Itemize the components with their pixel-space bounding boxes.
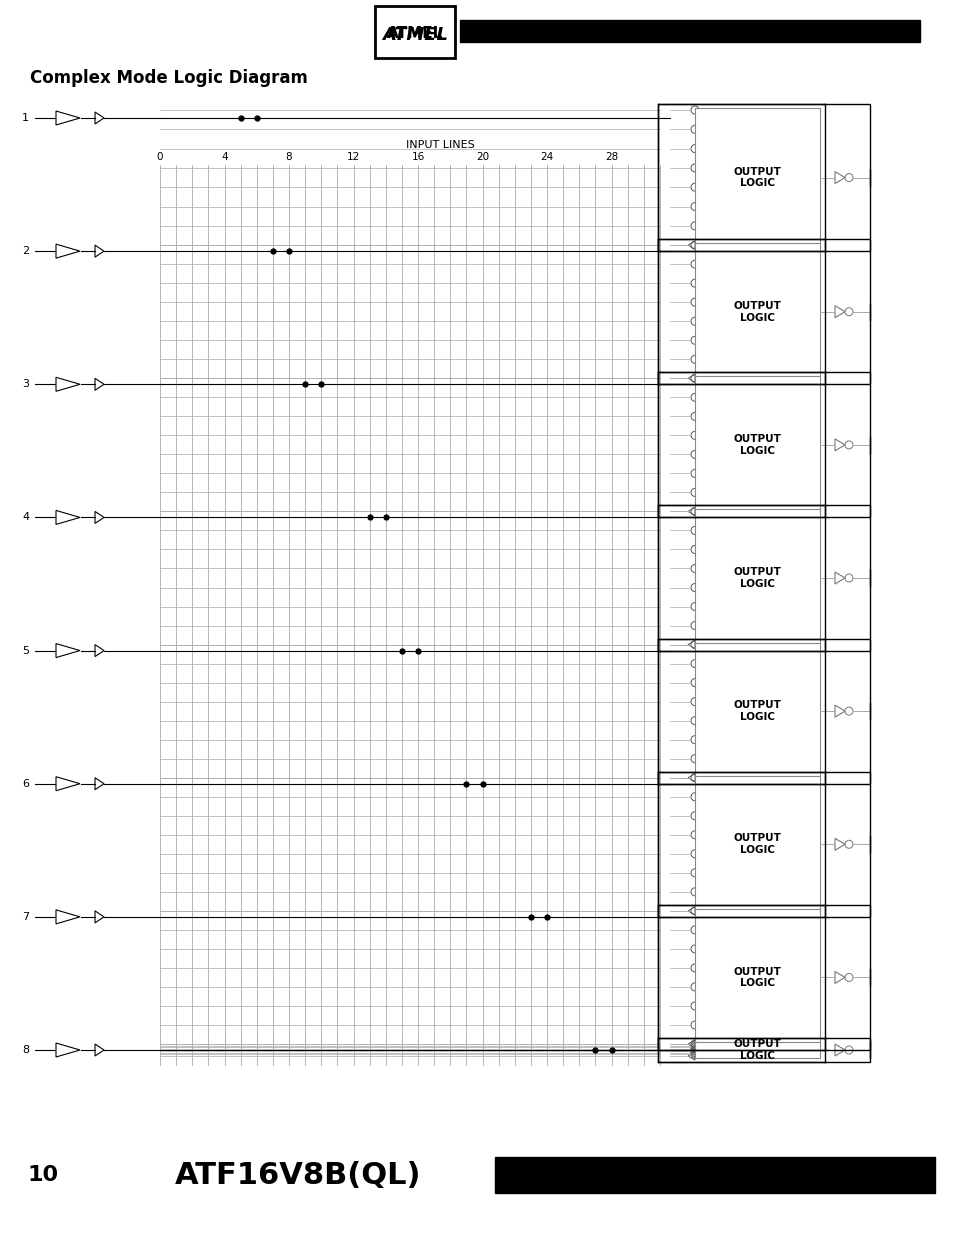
Bar bbox=[495, 1157, 934, 1193]
Text: 4: 4 bbox=[221, 152, 228, 162]
Bar bbox=[658, 240, 869, 384]
Text: OUTPUT
LOGIC: OUTPUT LOGIC bbox=[733, 834, 781, 855]
Text: 12: 12 bbox=[347, 152, 360, 162]
Bar bbox=[658, 372, 869, 517]
FancyBboxPatch shape bbox=[375, 6, 455, 58]
Text: INPUT LINES: INPUT LINES bbox=[405, 140, 474, 149]
Text: 5: 5 bbox=[22, 646, 29, 656]
Text: OUTPUT
LOGIC: OUTPUT LOGIC bbox=[733, 433, 781, 456]
Text: ATMEL: ATMEL bbox=[381, 26, 448, 44]
Text: OUTPUT
LOGIC: OUTPUT LOGIC bbox=[733, 301, 781, 322]
Text: 2: 2 bbox=[22, 246, 30, 256]
Text: 3: 3 bbox=[22, 379, 29, 389]
Text: OUTPUT
LOGIC: OUTPUT LOGIC bbox=[733, 1039, 781, 1061]
Bar bbox=[695, 377, 820, 514]
Bar bbox=[695, 642, 820, 779]
Text: 24: 24 bbox=[540, 152, 553, 162]
Text: ATF16V8B(QL): ATF16V8B(QL) bbox=[174, 1161, 421, 1189]
Text: ATMEL: ATMEL bbox=[387, 26, 442, 41]
Text: 28: 28 bbox=[604, 152, 618, 162]
Text: 6: 6 bbox=[22, 779, 29, 789]
Text: 8: 8 bbox=[22, 1045, 30, 1055]
Text: 1: 1 bbox=[22, 112, 29, 124]
Text: OUTPUT
LOGIC: OUTPUT LOGIC bbox=[733, 967, 781, 988]
Bar bbox=[658, 104, 869, 251]
Text: 4: 4 bbox=[22, 513, 30, 522]
Bar bbox=[695, 107, 820, 247]
Bar bbox=[695, 243, 820, 380]
Bar bbox=[695, 909, 820, 1046]
Text: Complex Mode Logic Diagram: Complex Mode Logic Diagram bbox=[30, 69, 308, 86]
Text: 8: 8 bbox=[285, 152, 292, 162]
Text: OUTPUT
LOGIC: OUTPUT LOGIC bbox=[733, 567, 781, 589]
Text: OUTPUT
LOGIC: OUTPUT LOGIC bbox=[733, 700, 781, 722]
Text: 10: 10 bbox=[28, 1165, 59, 1186]
Text: 20: 20 bbox=[476, 152, 489, 162]
Text: 7: 7 bbox=[22, 911, 30, 921]
Bar bbox=[695, 1042, 820, 1058]
Bar bbox=[695, 509, 820, 647]
Bar bbox=[695, 776, 820, 913]
Bar bbox=[658, 772, 869, 916]
Text: 16: 16 bbox=[411, 152, 424, 162]
Text: OUTPUT
LOGIC: OUTPUT LOGIC bbox=[733, 167, 781, 189]
Bar bbox=[459, 20, 919, 42]
Bar bbox=[658, 505, 869, 651]
Text: 0: 0 bbox=[156, 152, 163, 162]
Bar bbox=[658, 905, 869, 1050]
Bar bbox=[658, 638, 869, 784]
Bar bbox=[658, 1037, 869, 1062]
